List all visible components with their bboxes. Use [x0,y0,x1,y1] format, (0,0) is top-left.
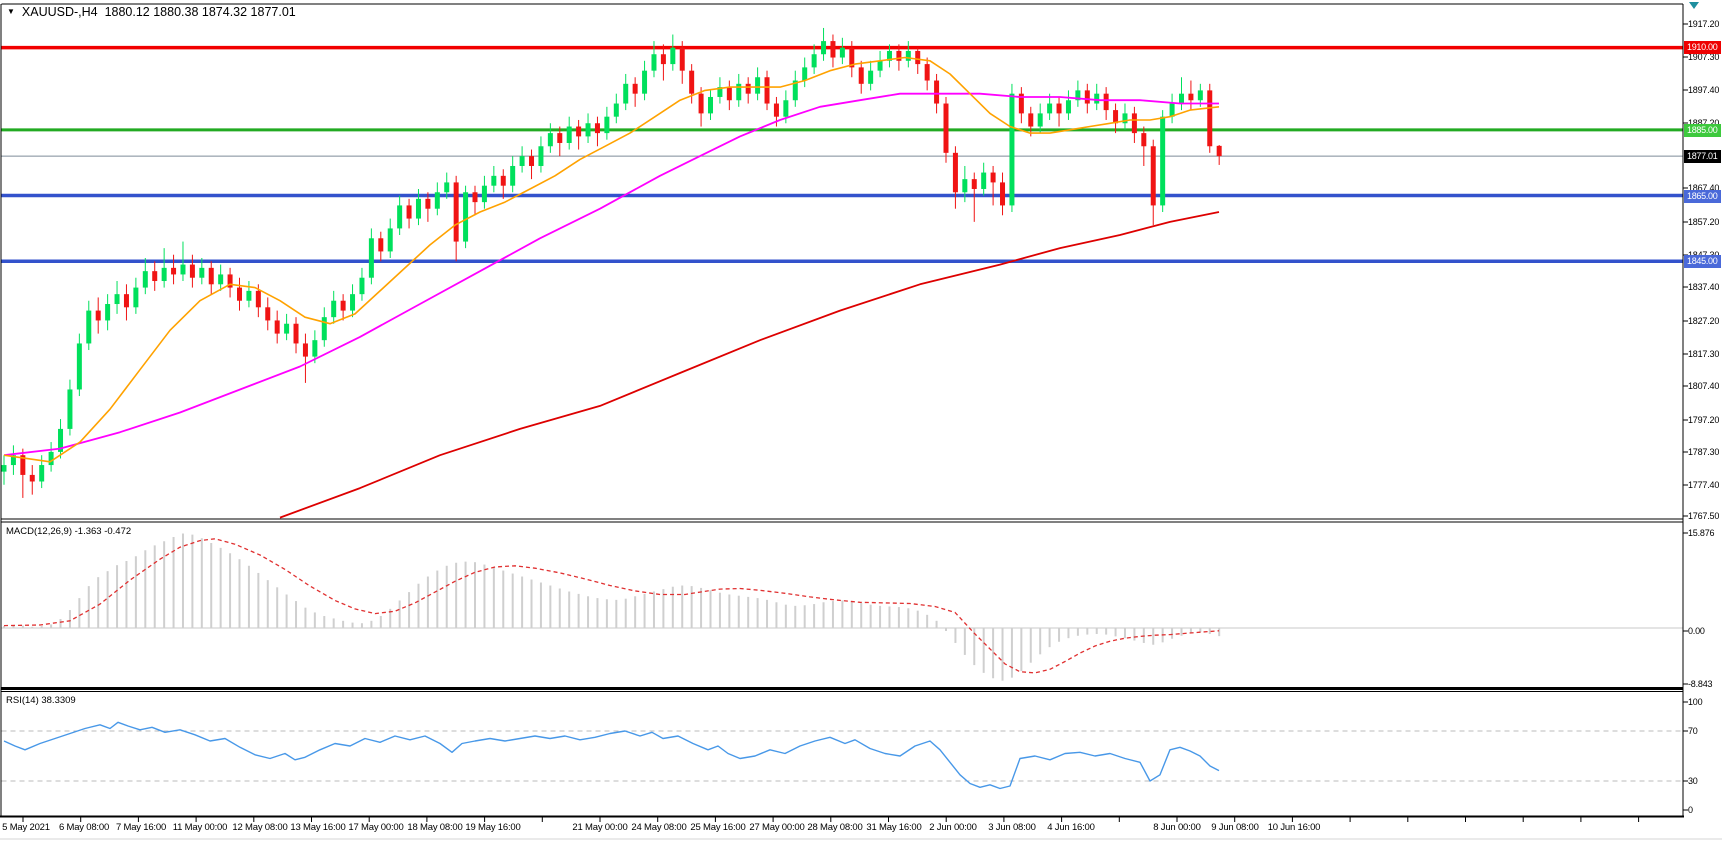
rsi-tick-label: 100 [1688,697,1703,707]
rsi-tick-label: 30 [1688,776,1698,786]
macd-tick-label: 0.00 [1688,626,1705,636]
macd-panel [1,533,1683,681]
date-tick-label: 12 May 08:00 [232,822,288,833]
date-tick-label: 5 May 2021 [2,822,50,833]
date-tick-label: 2 Jun 00:00 [929,822,977,833]
chart-shift-marker-icon[interactable] [1689,2,1699,9]
symbol-ohlc-label: XAUUSD-,H4 1880.12 1880.38 1874.32 1877.… [21,5,296,19]
price-tick-label: 1787.30 [1688,447,1720,457]
date-tick-label: 13 May 16:00 [290,822,346,833]
price-tick-label: 1817.30 [1688,349,1720,359]
rsi-indicator-label: RSI(14) 38.3309 [6,695,76,706]
date-tick-label: 4 Jun 16:00 [1047,822,1095,833]
price-tick-label: 1827.20 [1688,316,1720,326]
date-tick-label: 19 May 16:00 [465,822,521,833]
price-tick-label: 1907.30 [1688,52,1720,62]
candlestick-series [1,27,1222,498]
symbol-dropdown-icon[interactable]: ▼ [7,7,15,16]
axis-ticks [22,23,1688,822]
price-level-lines [1,45,1683,264]
date-tick-label: 10 Jun 16:00 [1267,822,1321,833]
date-tick-label: 11 May 00:00 [172,822,228,833]
date-tick-label: 7 May 16:00 [115,822,167,833]
macd-tick-label: 15.876 [1688,528,1715,538]
price-tick-label: 1767.50 [1688,511,1720,521]
moving-average-lines [3,56,1220,519]
price-badge: 1877.01 [1684,149,1721,163]
date-tick-label: 3 Jun 08:00 [988,822,1036,833]
price-badge: 1885.00 [1684,123,1721,137]
date-tick-label: 18 May 08:00 [407,822,463,833]
rsi-tick-label: 0 [1688,805,1693,815]
price-tick-label: 1807.40 [1688,381,1720,391]
date-tick-label: 9 Jun 08:00 [1211,822,1259,833]
date-tick-label: 28 May 08:00 [807,822,863,833]
price-badge: 1845.00 [1684,254,1721,268]
date-tick-label: 8 Jun 00:00 [1153,822,1201,833]
macd-tick-label: -8.843 [1688,679,1713,689]
price-tick-label: 1917.20 [1688,19,1720,29]
price-badge: 1865.00 [1684,189,1721,203]
date-tick-label: 17 May 00:00 [348,822,404,833]
date-tick-label: 25 May 16:00 [690,822,746,833]
date-tick-label: 27 May 00:00 [749,822,805,833]
price-tick-label: 1837.40 [1688,282,1720,292]
macd-indicator-label: MACD(12,26,9) -1.363 -0.472 [6,526,132,537]
price-tick-label: 1867.40 [1688,183,1720,193]
price-tick-label: 1897.40 [1688,85,1720,95]
date-tick-label: 6 May 08:00 [58,822,110,833]
price-tick-label: 1857.20 [1688,217,1720,227]
date-tick-label: 31 May 16:00 [866,822,922,833]
price-tick-label: 1797.20 [1688,415,1720,425]
price-tick-label: 1777.40 [1688,480,1720,490]
rsi-tick-label: 70 [1688,726,1698,736]
price-badge: 1910.00 [1684,40,1721,54]
date-tick-label: 21 May 00:00 [572,822,628,833]
chart-title: ▼ XAUUSD-,H4 1880.12 1880.38 1874.32 1877… [7,5,296,19]
panel-borders [0,3,1722,840]
rsi-panel [1,721,1683,790]
price-tick-label: 1887.20 [1688,118,1719,128]
date-tick-label: 24 May 08:00 [631,822,687,833]
